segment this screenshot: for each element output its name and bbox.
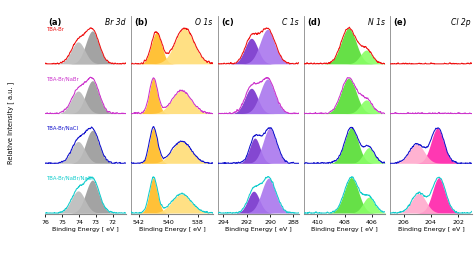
- X-axis label: Binding Energy [ eV ]: Binding Energy [ eV ]: [398, 227, 465, 231]
- Text: TBA-Br/NaBr: TBA-Br/NaBr: [47, 76, 80, 81]
- Text: (e): (e): [393, 18, 407, 27]
- Text: (d): (d): [307, 18, 321, 27]
- X-axis label: Binding Energy [ eV ]: Binding Energy [ eV ]: [225, 227, 292, 231]
- Text: O 1s: O 1s: [195, 18, 212, 27]
- Text: Relative Intensity [ a.u. ]: Relative Intensity [ a.u. ]: [7, 81, 14, 163]
- Text: (a): (a): [48, 18, 62, 27]
- Text: Br 3d: Br 3d: [105, 18, 126, 27]
- Text: (b): (b): [135, 18, 148, 27]
- Text: C 1s: C 1s: [282, 18, 298, 27]
- X-axis label: Binding Energy [ eV ]: Binding Energy [ eV ]: [311, 227, 378, 231]
- Text: TBA-Br/NaCl: TBA-Br/NaCl: [47, 125, 80, 131]
- Text: N 1s: N 1s: [367, 18, 384, 27]
- Text: TBA-Br: TBA-Br: [47, 26, 65, 31]
- Text: Cl 2p: Cl 2p: [451, 18, 471, 27]
- Text: (c): (c): [221, 18, 234, 27]
- X-axis label: Binding Energy [ eV ]: Binding Energy [ eV ]: [139, 227, 205, 231]
- Text: TBA-Br/NaBr/NaCl: TBA-Br/NaBr/NaCl: [47, 175, 94, 180]
- X-axis label: Binding Energy [ eV ]: Binding Energy [ eV ]: [52, 227, 119, 231]
